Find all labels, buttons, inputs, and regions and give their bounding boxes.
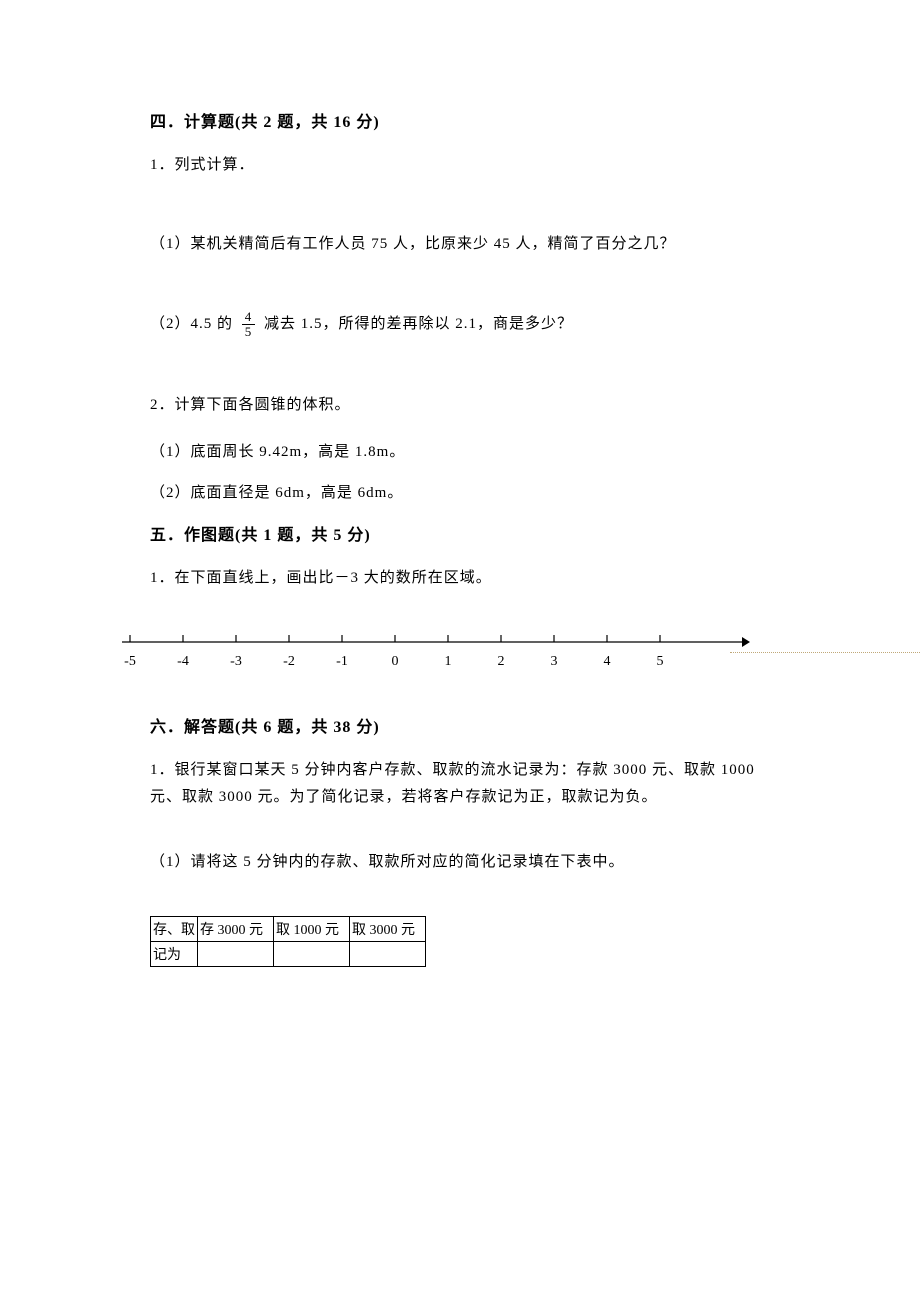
table-cell: 存 3000 元 bbox=[198, 916, 274, 941]
section-6-header: 六．解答题(共 6 题，共 38 分) bbox=[150, 713, 790, 737]
svg-text:-2: -2 bbox=[283, 654, 295, 669]
q6-1-table: 存、取 存 3000 元 取 1000 元 取 3000 元 记为 bbox=[150, 916, 426, 967]
table-cell: 存、取 bbox=[151, 916, 198, 941]
q6-1-stem: 1．银行某窗口某天 5 分钟内客户存款、取款的流水记录为：存款 3000 元、取… bbox=[150, 757, 790, 811]
q4-1-stem: 1．列式计算． bbox=[150, 152, 790, 179]
table-cell-empty bbox=[274, 941, 350, 966]
q4-2-stem: 2．计算下面各圆锥的体积。 bbox=[150, 392, 790, 419]
number-line-svg: -5 -4 -3 -2 -1 0 1 2 3 4 5 bbox=[110, 620, 750, 680]
page-content: 四．计算题(共 2 题，共 16 分) 1．列式计算． （1）某机关精简后有工作… bbox=[150, 108, 790, 967]
fraction-4-5: 4 5 bbox=[242, 310, 256, 340]
svg-text:-4: -4 bbox=[177, 654, 189, 669]
q4-1-sub2-pre: （2）4.5 的 bbox=[150, 316, 233, 332]
section-4-header: 四．计算题(共 2 题，共 16 分) bbox=[150, 108, 790, 132]
table-cell: 取 3000 元 bbox=[350, 916, 426, 941]
svg-text:-3: -3 bbox=[230, 654, 242, 669]
svg-text:5: 5 bbox=[657, 654, 664, 669]
q6-1-sub1: （1）请将这 5 分钟内的存款、取款所对应的简化记录填在下表中。 bbox=[150, 849, 790, 876]
fraction-denominator: 5 bbox=[242, 325, 256, 339]
svg-text:3: 3 bbox=[551, 654, 558, 669]
q4-1-sub2: （2）4.5 的 4 5 减去 1.5，所得的差再除以 2.1，商是多少？ bbox=[150, 310, 790, 340]
svg-text:-1: -1 bbox=[336, 654, 348, 669]
q5-1: 1．在下面直线上，画出比－3 大的数所在区域。 bbox=[150, 565, 790, 592]
q4-2-sub2: （2）底面直径是 6dm，高是 6dm。 bbox=[150, 480, 790, 507]
fraction-numerator: 4 bbox=[242, 310, 256, 325]
q4-2-sub1: （1）底面周长 9.42m，高是 1.8m。 bbox=[150, 439, 790, 466]
q4-1-sub1: （1）某机关精简后有工作人员 75 人，比原来少 45 人，精简了百分之几？ bbox=[150, 231, 790, 258]
table-cell: 取 1000 元 bbox=[274, 916, 350, 941]
table-row: 存、取 存 3000 元 取 1000 元 取 3000 元 bbox=[151, 916, 426, 941]
svg-text:2: 2 bbox=[498, 654, 505, 669]
table-cell: 记为 bbox=[151, 941, 198, 966]
svg-text:0: 0 bbox=[392, 654, 399, 669]
svg-text:-5: -5 bbox=[124, 654, 136, 669]
number-line-figure: -5 -4 -3 -2 -1 0 1 2 3 4 5 bbox=[110, 620, 810, 685]
table-row: 记为 bbox=[151, 941, 426, 966]
table-cell-empty bbox=[350, 941, 426, 966]
svg-text:4: 4 bbox=[604, 654, 611, 669]
q4-1-sub2-post: 减去 1.5，所得的差再除以 2.1，商是多少？ bbox=[264, 316, 573, 332]
section-5-header: 五．作图题(共 1 题，共 5 分) bbox=[150, 521, 790, 545]
table-cell-empty bbox=[198, 941, 274, 966]
page-guide-dotted bbox=[730, 652, 920, 653]
svg-text:1: 1 bbox=[445, 654, 452, 669]
